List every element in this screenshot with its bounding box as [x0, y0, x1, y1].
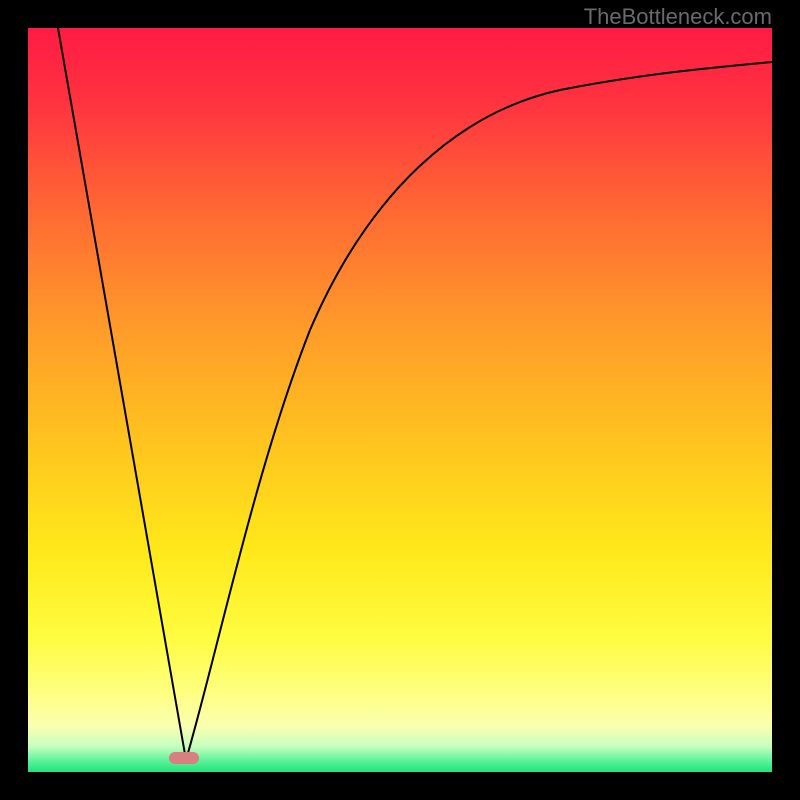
bottleneck-chart	[0, 0, 800, 800]
watermark-text: TheBottleneck.com	[584, 4, 772, 30]
optimal-marker	[169, 752, 199, 764]
plot-background	[28, 28, 772, 772]
chart-svg	[0, 0, 800, 800]
